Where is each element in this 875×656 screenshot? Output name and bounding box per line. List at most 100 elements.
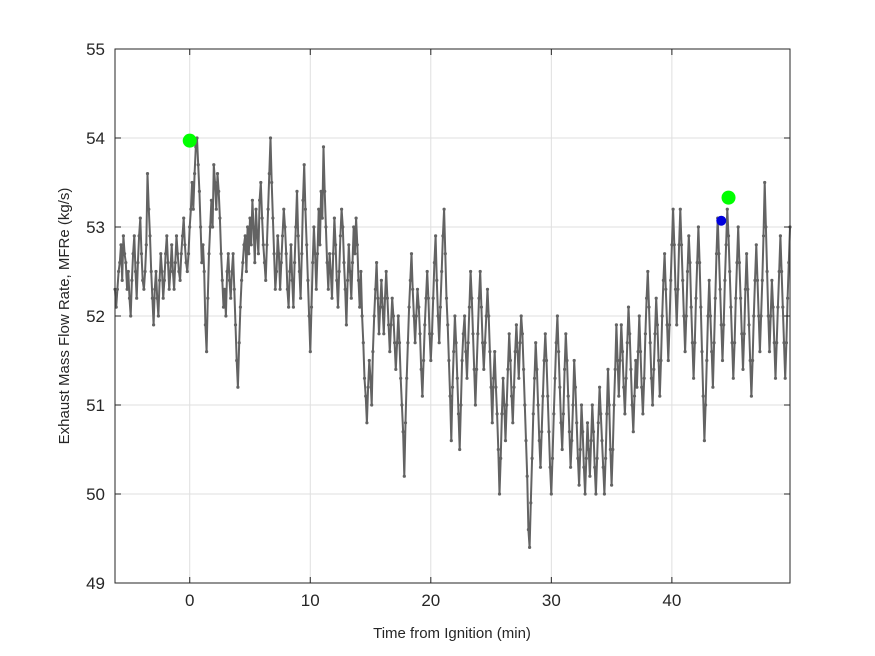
series-point — [237, 341, 241, 345]
series-point — [463, 314, 467, 318]
series-point — [719, 323, 723, 327]
series-point — [469, 269, 473, 274]
series-point — [712, 341, 716, 345]
green-end-marker — [721, 190, 736, 205]
series-point — [487, 314, 491, 318]
series-point — [741, 367, 745, 371]
series-point — [618, 358, 622, 363]
series-point — [350, 261, 355, 265]
series-point — [604, 456, 608, 460]
series-point — [400, 403, 404, 407]
series-point — [418, 332, 422, 336]
series-point — [173, 261, 177, 265]
series-point — [283, 225, 287, 229]
series-point — [581, 430, 585, 434]
series-point — [465, 376, 469, 380]
series-point — [493, 350, 497, 354]
series-point — [582, 465, 586, 469]
series-point — [415, 287, 420, 291]
series-point — [364, 394, 368, 398]
series-point — [503, 439, 508, 443]
series-point — [692, 376, 696, 380]
series-point — [549, 492, 553, 496]
series-point — [664, 287, 668, 291]
series-point — [514, 323, 519, 327]
series-point — [341, 225, 345, 229]
series-point — [321, 145, 326, 149]
series-point — [777, 269, 781, 274]
series-point — [575, 421, 579, 425]
series-point — [170, 243, 174, 247]
series-point — [246, 225, 250, 229]
series-point — [590, 403, 594, 407]
series-point — [733, 341, 737, 345]
series-point — [165, 234, 169, 238]
series-point — [710, 350, 714, 354]
series-point — [782, 341, 786, 345]
series-point — [653, 332, 657, 336]
series-point — [354, 216, 358, 220]
series-point — [718, 287, 722, 291]
series-point — [199, 225, 203, 229]
series-point — [396, 314, 400, 318]
series-point — [381, 305, 385, 309]
series-point — [213, 180, 217, 185]
series-point — [525, 474, 529, 478]
series-point — [501, 376, 505, 380]
series-point — [643, 332, 648, 336]
series-point — [307, 314, 311, 318]
series-point — [784, 341, 789, 345]
series-point — [481, 341, 485, 345]
series-point — [426, 296, 430, 300]
series-point — [476, 332, 480, 336]
series-point — [711, 385, 715, 389]
series-point — [740, 332, 744, 336]
series-point — [202, 269, 206, 274]
series-point — [594, 492, 598, 496]
series-point — [638, 350, 643, 354]
series-point — [748, 358, 752, 363]
series-point — [184, 261, 188, 265]
series-point — [301, 198, 305, 202]
series-point — [599, 412, 603, 416]
series-point — [673, 287, 678, 291]
series-point — [447, 358, 451, 363]
series-point — [739, 296, 743, 300]
series-point — [577, 483, 581, 487]
series-point — [422, 358, 426, 363]
series-point — [565, 358, 569, 363]
series-point — [231, 252, 235, 256]
series-point — [564, 332, 568, 336]
series-point — [458, 447, 462, 452]
series-point — [611, 447, 615, 452]
series-point — [362, 376, 367, 380]
series-point — [555, 314, 560, 318]
series-point — [379, 278, 383, 282]
series-point — [424, 296, 428, 300]
series-point — [622, 385, 626, 389]
series-point — [461, 332, 465, 336]
series-point — [271, 216, 275, 220]
series-point — [145, 172, 150, 176]
series-point — [681, 278, 685, 282]
series-point — [546, 394, 550, 398]
series-point — [288, 269, 292, 274]
series-point — [171, 269, 175, 274]
series-point — [117, 269, 121, 274]
series-point — [675, 323, 679, 327]
series-point — [290, 278, 294, 282]
series-point — [598, 385, 602, 389]
series-point — [274, 269, 279, 274]
series-point — [166, 261, 170, 265]
x-axis-label: Time from Ignition (min) — [373, 625, 531, 642]
series-point — [685, 269, 690, 274]
series-point — [154, 269, 158, 274]
series-point — [340, 207, 344, 211]
series-point — [518, 341, 522, 345]
series-point — [314, 287, 318, 291]
series-point — [241, 261, 245, 265]
series-point — [347, 243, 351, 247]
series-point — [384, 269, 388, 274]
series-point — [620, 350, 625, 354]
series-point — [205, 350, 209, 354]
